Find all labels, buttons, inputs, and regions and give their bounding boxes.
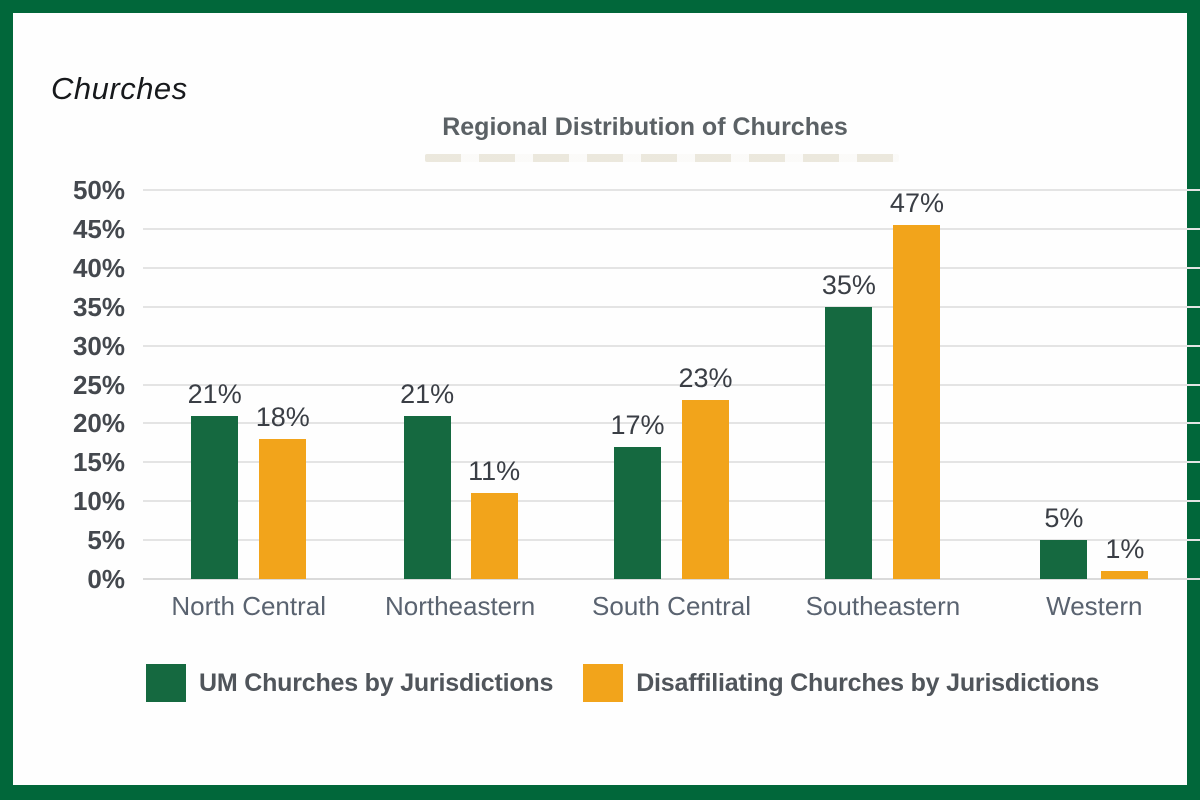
bar (682, 400, 730, 579)
bar (825, 306, 873, 579)
y-tick-label: 50% (72, 175, 125, 205)
y-tick-label: 40% (72, 252, 125, 283)
y-tick-label: 25% (72, 369, 125, 400)
bar-group: 21% 18% (143, 190, 354, 579)
y-tick-label: 0% (87, 564, 125, 594)
bar (1101, 571, 1149, 579)
bar-column: 23% (679, 190, 733, 579)
y-tick-label: 20% (72, 408, 125, 439)
bar (191, 415, 239, 579)
gridline (143, 383, 1200, 386)
y-tick-label: 15% (72, 447, 125, 478)
gridline (143, 227, 1200, 230)
bar-value-label: 23% (678, 363, 733, 394)
plot-area: 21% 18% 21% 11% 17% 23% 35% 47% 5% 1% (143, 190, 1200, 579)
bar-column: 21% (400, 190, 454, 579)
legend-label: UM Churches by Jurisdictions (199, 668, 554, 697)
gridline (143, 189, 1200, 191)
gridline (143, 305, 1200, 308)
bar-value-label: 17% (610, 409, 665, 440)
legend-item: UM Churches by Jurisdictions (146, 664, 553, 702)
bar-value-label: 18% (255, 401, 310, 432)
faded-subtitle-artifact (425, 154, 899, 162)
bar-column: 18% (256, 190, 310, 579)
bar-column: 47% (890, 190, 944, 579)
legend: UM Churches by Jurisdictions Disaffiliati… (146, 664, 1099, 702)
bar (613, 446, 661, 579)
bar-value-label: 35% (821, 269, 876, 300)
legend-label: Disaffiliating Churches by Jurisdictions (636, 668, 1100, 697)
x-category-label: Southeastern (805, 591, 961, 621)
gridline (143, 422, 1200, 425)
bar-value-label: 5% (1044, 503, 1084, 534)
gridline (143, 500, 1200, 503)
bar-column: 35% (822, 190, 876, 579)
bar-column: 17% (610, 190, 665, 579)
y-tick-label: 30% (72, 330, 125, 361)
bar (470, 493, 518, 579)
bar-column: 11% (468, 190, 520, 579)
legend-swatch (583, 664, 624, 702)
bar-value-label: 47% (889, 188, 944, 218)
bar-group: 21% 11% (354, 190, 565, 579)
y-tick-label: 5% (87, 525, 125, 556)
y-tick-label: 35% (72, 291, 125, 322)
bar-value-label: 21% (187, 378, 242, 409)
bar-value-label: 11% (468, 456, 521, 487)
chart-title: Regional Distribution of Churches (442, 113, 848, 141)
bar-value-label: 1% (1105, 534, 1145, 565)
x-category-label: South Central (592, 591, 751, 621)
gridline (143, 461, 1200, 464)
bar-column: 1% (1101, 190, 1149, 579)
bar (893, 225, 941, 579)
bar-value-label: 21% (400, 378, 455, 409)
bar (259, 438, 307, 579)
gridline (143, 344, 1200, 347)
y-axis: 50% 45% 40% 35% 30% 25% 20% 15% 10% 5% 0% (41, 177, 125, 592)
gridline (143, 266, 1200, 269)
y-tick-label: 45% (72, 213, 125, 244)
gridline (143, 578, 1200, 580)
bar (403, 415, 451, 579)
legend-item: Disaffiliating Churches by Jurisdictions (583, 664, 1099, 702)
y-tick-label: 10% (72, 486, 125, 517)
gridlines (143, 189, 1200, 580)
x-category-label: Western (1046, 591, 1143, 621)
bar-group: 5% 1% (989, 190, 1200, 579)
gridline (143, 539, 1200, 542)
x-category-label: North Central (171, 591, 327, 621)
x-category-label: Northeastern (384, 591, 536, 621)
legend-swatch (146, 664, 186, 702)
page-context-label: Churches (51, 71, 188, 106)
bar (1040, 540, 1088, 579)
bar-column: 5% (1040, 190, 1088, 579)
x-axis: North Central Northeastern South Central So… (143, 591, 1200, 622)
bar-group: 35% 47% (777, 190, 988, 579)
bar-group: 17% 23% (566, 190, 777, 579)
bar-column: 21% (188, 190, 242, 579)
